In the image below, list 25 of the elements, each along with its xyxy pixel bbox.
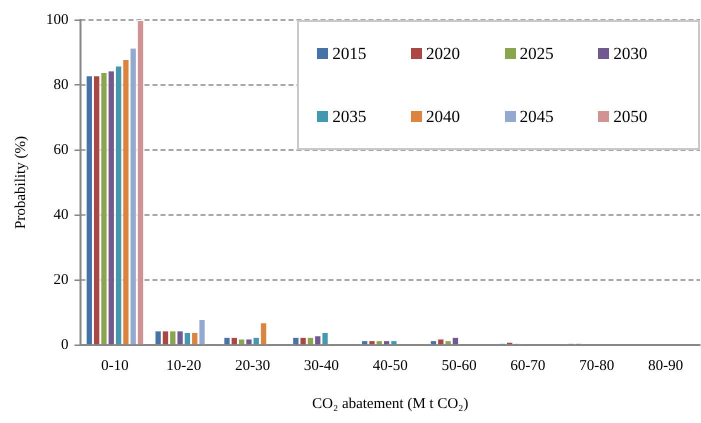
x-tick-label: 80-90 — [648, 358, 684, 374]
legend-label: 2020 — [426, 44, 460, 64]
y-tick-label: 20 — [54, 272, 68, 288]
x-tick-label: 10-20 — [166, 358, 202, 374]
y-tick-label: 100 — [46, 12, 68, 28]
legend-label: 2040 — [426, 106, 460, 126]
y-tick-label: 60 — [54, 142, 68, 158]
x-axis-title: CO₂ abatement (M t CO₂) — [312, 396, 468, 412]
legend-label: 2015 — [332, 44, 366, 64]
x-tick-label: 50-60 — [442, 358, 477, 374]
x-tick-label: 20-30 — [235, 358, 270, 374]
x-tick-label: 30-40 — [304, 358, 339, 374]
x-tick-label: 40-50 — [372, 358, 408, 374]
legend-label: 2045 — [520, 106, 554, 126]
legend-label: 2050 — [613, 106, 648, 126]
x-tick-label: 70-80 — [579, 358, 614, 374]
legend-label: 2025 — [520, 44, 554, 64]
y-axis-title: Probability (%) — [12, 136, 29, 229]
legend-label: 2035 — [332, 106, 366, 126]
legend-label: 2030 — [613, 44, 648, 64]
y-tick-label: 40 — [54, 206, 68, 223]
x-tick-label: 0-10 — [101, 358, 129, 374]
x-tick-label: 60-70 — [510, 358, 546, 374]
y-tick-label: 0 — [61, 336, 68, 353]
y-tick-label: 80 — [54, 76, 68, 93]
